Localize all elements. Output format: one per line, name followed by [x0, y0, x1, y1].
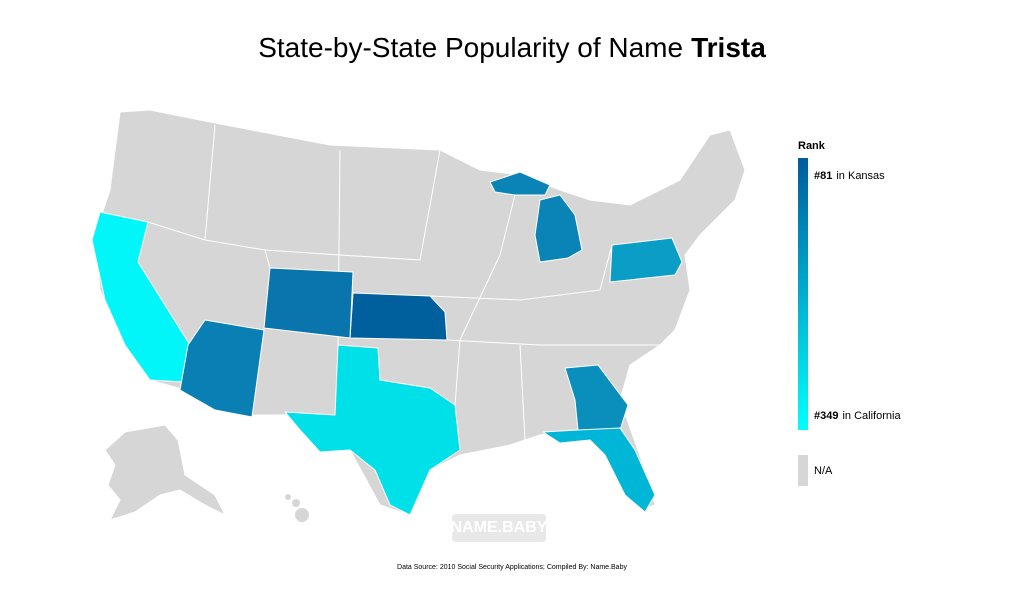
state-mi — [534, 194, 583, 263]
island — [285, 494, 291, 500]
map — [91, 109, 746, 522]
legend-high-place: in Kansas — [836, 170, 885, 182]
state-co — [263, 267, 354, 339]
state-pa — [609, 237, 683, 283]
state-borders — [147, 124, 660, 441]
state-tx — [284, 344, 461, 516]
border — [264, 149, 441, 261]
source: Data Source: 2010 Social Security Applic… — [397, 564, 627, 571]
watermark-box — [452, 514, 546, 542]
border — [429, 244, 613, 301]
watermark: NAME.BABY — [451, 519, 548, 536]
title-name: Trista — [691, 32, 766, 63]
island — [292, 499, 300, 507]
legend-na-swatch — [798, 455, 808, 486]
border — [454, 174, 521, 406]
title-prefix: State-by-State Popularity of Name — [258, 32, 683, 63]
alaska — [104, 424, 226, 521]
island — [295, 508, 309, 522]
legend-low-place: in California — [842, 410, 901, 422]
legend-low-rank: #349 — [814, 410, 838, 422]
title: State-by-State Popularity of Name Trista — [258, 32, 766, 63]
border — [519, 344, 546, 441]
state-mi-upper — [489, 171, 551, 196]
border — [446, 339, 660, 346]
border — [147, 221, 206, 241]
state-az — [179, 319, 265, 418]
border — [204, 124, 271, 269]
legend-title: Rank — [798, 140, 826, 152]
legend-high: #81 in Kansas — [814, 170, 885, 182]
legend-low: #349 in California — [814, 410, 901, 422]
hawaii — [285, 494, 309, 522]
state-fl — [542, 427, 656, 513]
legend-high-rank: #81 — [814, 170, 832, 182]
legend-na: N/A — [814, 465, 833, 477]
state-ca — [91, 211, 191, 383]
legend-gradient — [798, 158, 808, 430]
state-ks — [349, 292, 448, 341]
